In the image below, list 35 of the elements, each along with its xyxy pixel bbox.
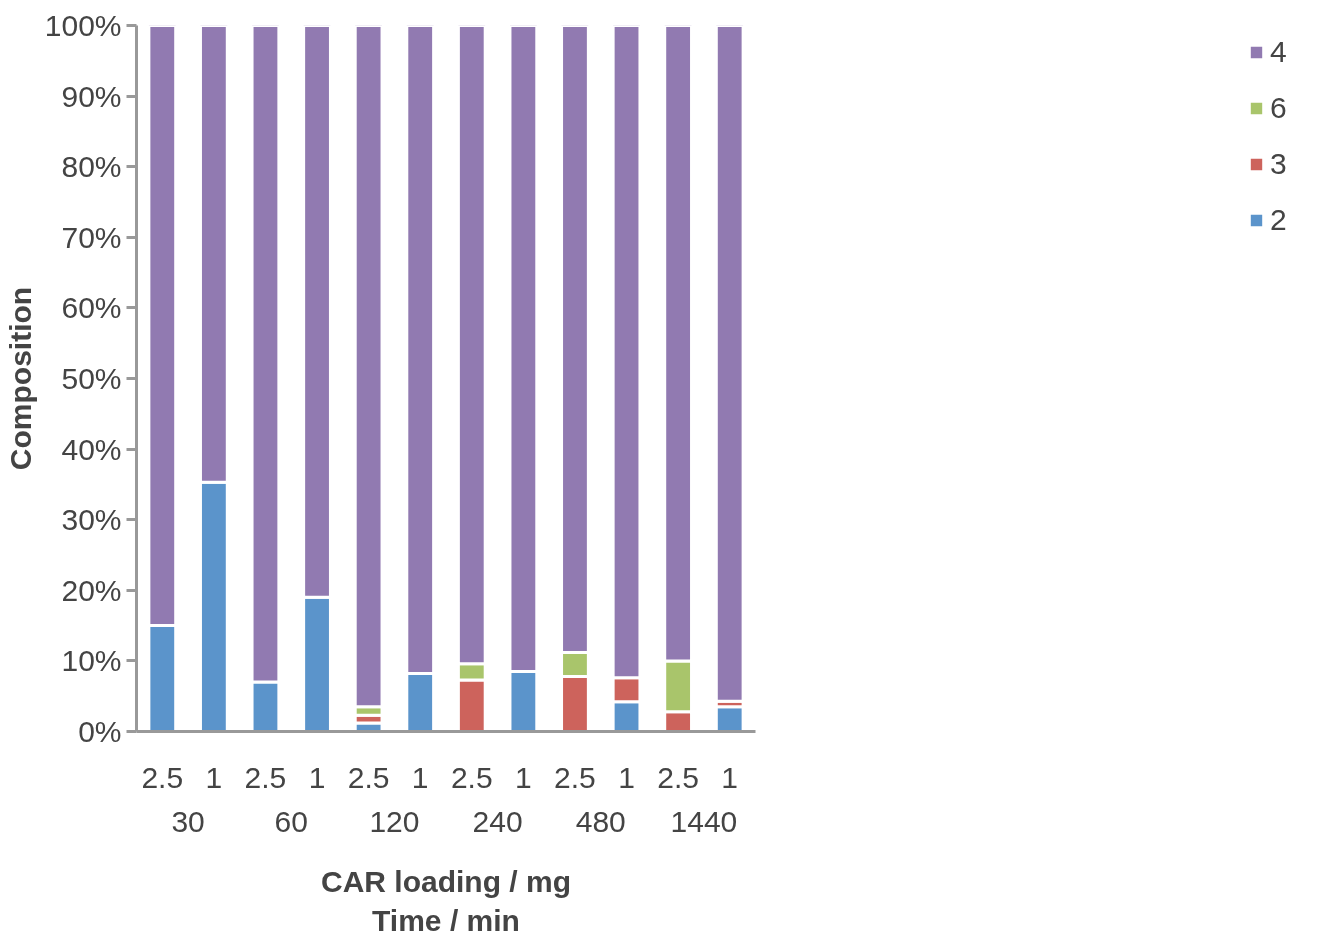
x-tick-label: 1	[721, 760, 739, 794]
x-tick-label: 1	[308, 760, 326, 794]
y-tick-label: 60%	[61, 291, 122, 325]
x-tick-label: 1	[205, 760, 223, 794]
text: 480	[575, 804, 626, 838]
text: 60	[274, 804, 308, 838]
text: 30	[171, 804, 205, 838]
y-tick-label: 100%	[44, 9, 122, 42]
text: 1440	[670, 804, 738, 838]
y-axis-title: Composition	[3, 286, 37, 471]
x-tick-label: 2.5	[347, 760, 390, 794]
y-tick-label: 0%	[78, 715, 122, 748]
y-tick-label: 70%	[61, 220, 122, 254]
x-tick-label: 2.5	[141, 760, 184, 794]
y-tick-label: 80%	[61, 150, 122, 184]
text: 240	[472, 804, 523, 838]
legend-label: 6	[1270, 91, 1288, 125]
x-axis-title: CAR loading / mg Time / min	[321, 864, 571, 938]
y-tick-label: 40%	[61, 432, 122, 466]
x-tick-label: 2.5	[450, 760, 493, 794]
y-tick-label: 50%	[61, 362, 122, 395]
y-tick-label: 10%	[61, 644, 122, 678]
x-tick-label: 2.5	[657, 760, 699, 794]
text: 120	[369, 804, 420, 838]
x-tick-label: 1	[618, 760, 635, 794]
legend-label: 3	[1270, 147, 1288, 181]
x-tick-label: 2.5	[244, 760, 287, 794]
y-tick-label: 90%	[61, 79, 122, 113]
x-tick-label: 1	[515, 760, 532, 794]
legend-label: 2	[1270, 203, 1288, 237]
x-tick-label: 1	[411, 760, 429, 794]
x-tick-label: 2.5	[554, 760, 596, 794]
y-tick-label: 20%	[61, 573, 122, 607]
y-tick-label: 30%	[61, 503, 122, 537]
legend-label: 4	[1270, 35, 1288, 69]
